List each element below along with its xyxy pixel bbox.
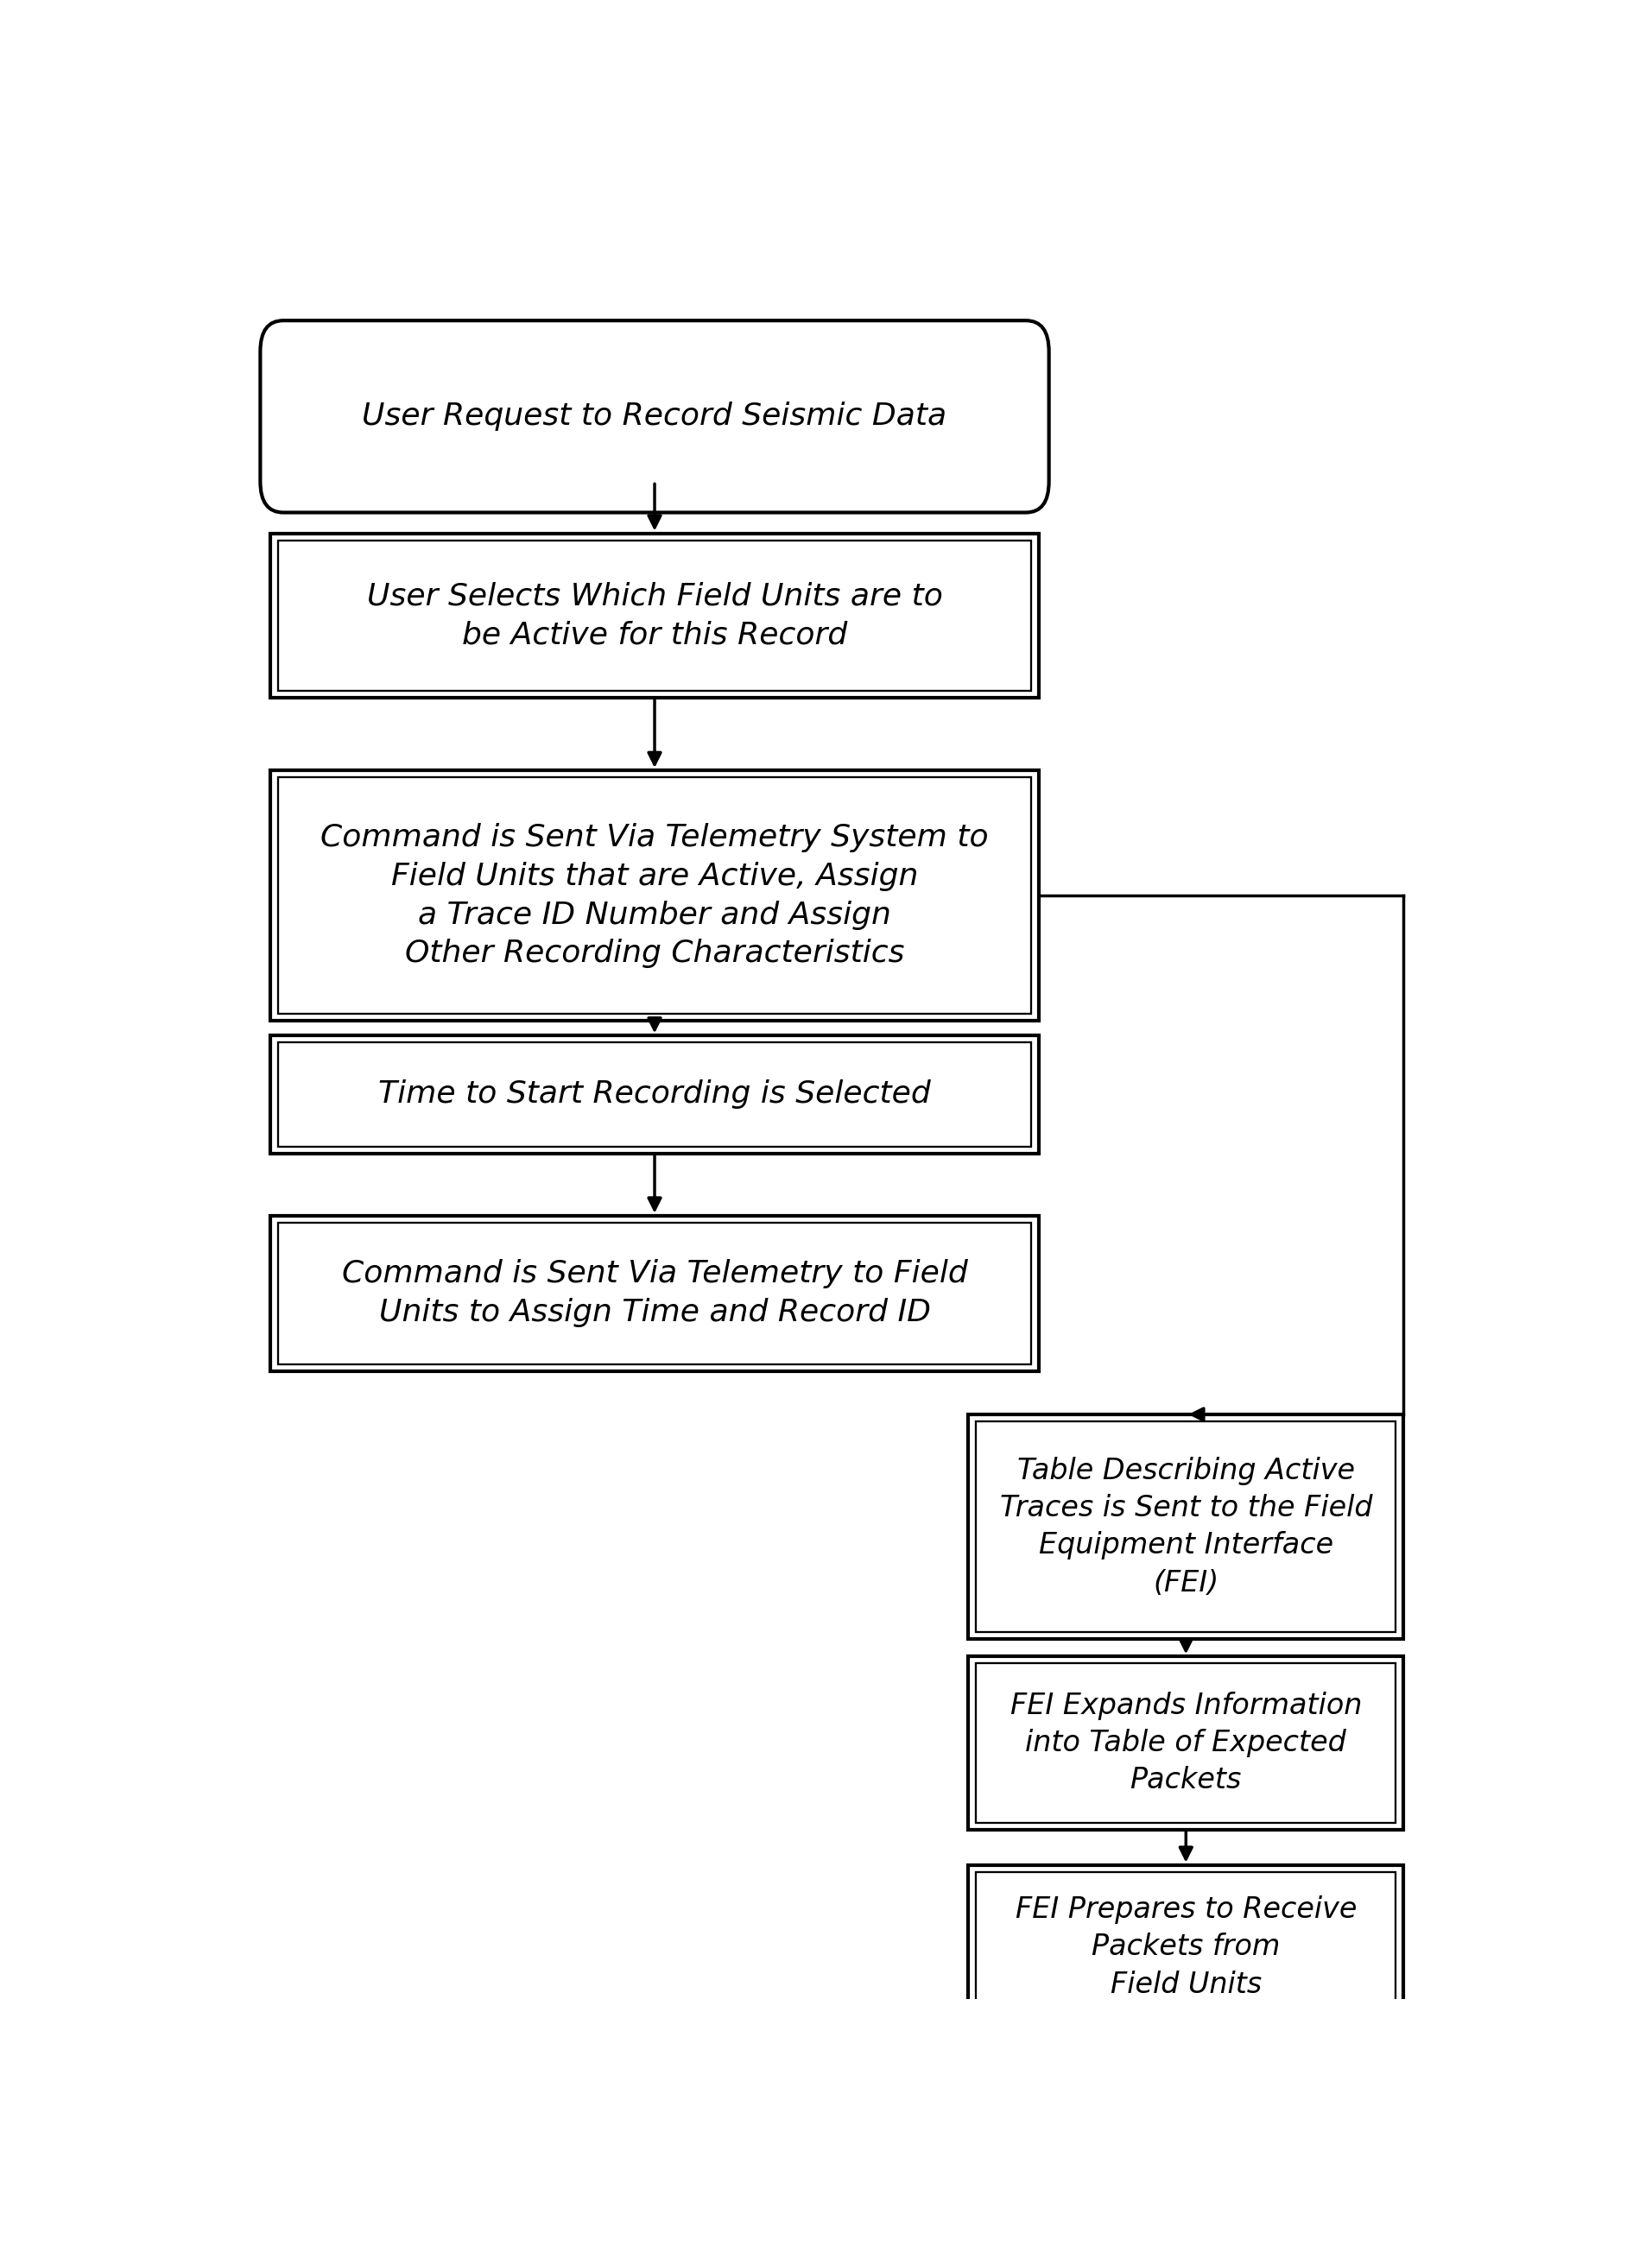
Text: FEI Expands Information
into Table of Expected
Packets: FEI Expands Information into Table of Ex… (1009, 1691, 1361, 1795)
Text: Table Describing Active
Traces is Sent to the Field
Equipment Interface
(FEI): Table Describing Active Traces is Sent t… (999, 1455, 1373, 1597)
Bar (976, 1871, 1396, 2021)
Bar (271, 1035, 1039, 1152)
Bar (278, 777, 1031, 1013)
Text: User Request to Record Seismic Data: User Request to Record Seismic Data (362, 402, 947, 431)
Bar (968, 1658, 1404, 1830)
Text: Command is Sent Via Telemetry to Field
Units to Assign Time and Record ID: Command is Sent Via Telemetry to Field U… (342, 1260, 968, 1327)
Bar (976, 1664, 1396, 1822)
Bar (976, 1422, 1396, 1633)
Text: User Selects Which Field Units are to
be Active for this Record: User Selects Which Field Units are to be… (367, 582, 943, 649)
FancyBboxPatch shape (261, 321, 1049, 512)
Text: Command is Sent Via Telemetry System to
Field Units that are Active, Assign
a Tr: Command is Sent Via Telemetry System to … (320, 822, 988, 968)
Bar (271, 1215, 1039, 1370)
Bar (278, 1042, 1031, 1145)
Bar (278, 541, 1031, 690)
Bar (968, 1415, 1404, 1640)
Bar (271, 770, 1039, 1022)
Bar (278, 1222, 1031, 1363)
Text: Time to Start Recording is Selected: Time to Start Recording is Selected (378, 1080, 930, 1110)
Bar (271, 532, 1039, 699)
Bar (968, 1864, 1404, 2028)
Text: FEI Prepares to Receive
Packets from
Field Units: FEI Prepares to Receive Packets from Fie… (1016, 1896, 1356, 1999)
